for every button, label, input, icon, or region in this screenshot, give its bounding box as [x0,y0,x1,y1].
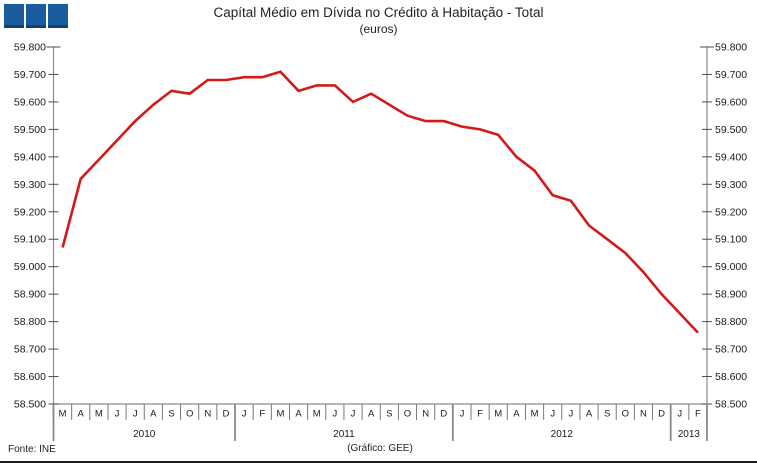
svg-text:O: O [186,409,193,420]
svg-text:59.600: 59.600 [14,96,46,108]
svg-text:59.800: 59.800 [14,42,46,54]
svg-text:59.000: 59.000 [14,261,46,273]
bottom-divider [0,461,757,463]
svg-text:D: D [223,409,230,420]
svg-text:59.100: 59.100 [715,234,747,246]
svg-text:J: J [677,409,682,420]
svg-text:J: J [550,409,555,420]
svg-text:J: J [332,409,337,420]
svg-text:J: J [351,409,356,420]
svg-text:A: A [150,409,157,420]
logo-square-icon [48,4,68,28]
svg-text:59.300: 59.300 [715,179,747,191]
svg-text:F: F [477,409,483,420]
chart-subtitle: (euros) [359,21,398,36]
svg-text:59.700: 59.700 [14,69,46,81]
svg-text:59.400: 59.400 [14,151,46,163]
svg-text:D: D [440,409,447,420]
svg-text:D: D [658,409,665,420]
year-separators [52,404,708,441]
svg-text:59.500: 59.500 [14,124,46,136]
svg-text:S: S [386,409,392,420]
svg-text:M: M [531,409,539,420]
svg-text:58.900: 58.900 [715,289,747,301]
svg-text:A: A [78,409,85,420]
svg-text:J: J [568,409,573,420]
month-separators [71,404,690,420]
svg-text:N: N [204,409,211,420]
svg-text:S: S [604,409,610,420]
svg-text:58.900: 58.900 [14,289,46,301]
logo-squares [4,4,68,28]
svg-text:N: N [640,409,647,420]
chart-title: Capítal Médio em Dívida no Crédito à Hab… [213,5,544,20]
svg-text:A: A [368,409,375,420]
logo-square-icon [4,4,24,28]
svg-text:58.800: 58.800 [715,316,747,328]
svg-text:2010: 2010 [133,429,156,440]
data-line [61,70,699,334]
svg-text:59.200: 59.200 [14,206,46,218]
svg-text:M: M [95,409,103,420]
svg-text:59.400: 59.400 [715,151,747,163]
svg-text:59.200: 59.200 [715,206,747,218]
svg-text:59.500: 59.500 [715,124,747,136]
svg-text:A: A [295,409,302,420]
svg-text:58.600: 58.600 [14,371,46,383]
svg-text:58.700: 58.700 [14,344,46,356]
svg-text:F: F [695,409,701,420]
svg-text:J: J [115,409,120,420]
chart-header: Capítal Médio em Dívida no Crédito à Hab… [0,5,757,37]
svg-text:58.500: 58.500 [14,399,46,411]
svg-text:S: S [168,409,174,420]
svg-text:58.800: 58.800 [14,316,46,328]
svg-text:59.700: 59.700 [715,69,747,81]
svg-text:J: J [133,409,138,420]
svg-text:O: O [404,409,411,420]
svg-text:59.600: 59.600 [715,96,747,108]
svg-text:N: N [422,409,429,420]
svg-text:F: F [259,409,265,420]
svg-text:J: J [460,409,465,420]
axes [52,47,708,421]
y-axis-left-labels: 58.500 58.600 58.700 58.800 58.900 59.000 59.1… [14,42,46,411]
svg-text:59.800: 59.800 [715,42,747,54]
svg-text:58.700: 58.700 [715,344,747,356]
year-labels: 2010 2011 2012 2013 [133,429,700,440]
svg-text:A: A [586,409,593,420]
svg-text:59.300: 59.300 [14,179,46,191]
svg-text:2011: 2011 [333,429,355,440]
svg-text:2013: 2013 [678,429,701,440]
logo-square-icon [26,4,46,28]
y-axis-right-labels: 58.500 58.600 58.700 58.800 58.900 59.000 59.1… [715,42,747,411]
svg-text:A: A [513,409,520,420]
credit-label: (Gráfico: GEE) [347,443,413,454]
svg-text:M: M [313,409,321,420]
svg-text:O: O [622,409,629,420]
source-label: Fonte: INE [8,444,56,455]
svg-text:59.000: 59.000 [715,261,747,273]
svg-text:2012: 2012 [551,429,574,440]
svg-text:58.500: 58.500 [715,399,747,411]
svg-text:59.100: 59.100 [14,234,46,246]
svg-text:58.600: 58.600 [715,371,747,383]
svg-text:M: M [494,409,502,420]
svg-text:M: M [276,409,284,420]
svg-text:J: J [242,409,247,420]
svg-text:M: M [59,409,67,420]
